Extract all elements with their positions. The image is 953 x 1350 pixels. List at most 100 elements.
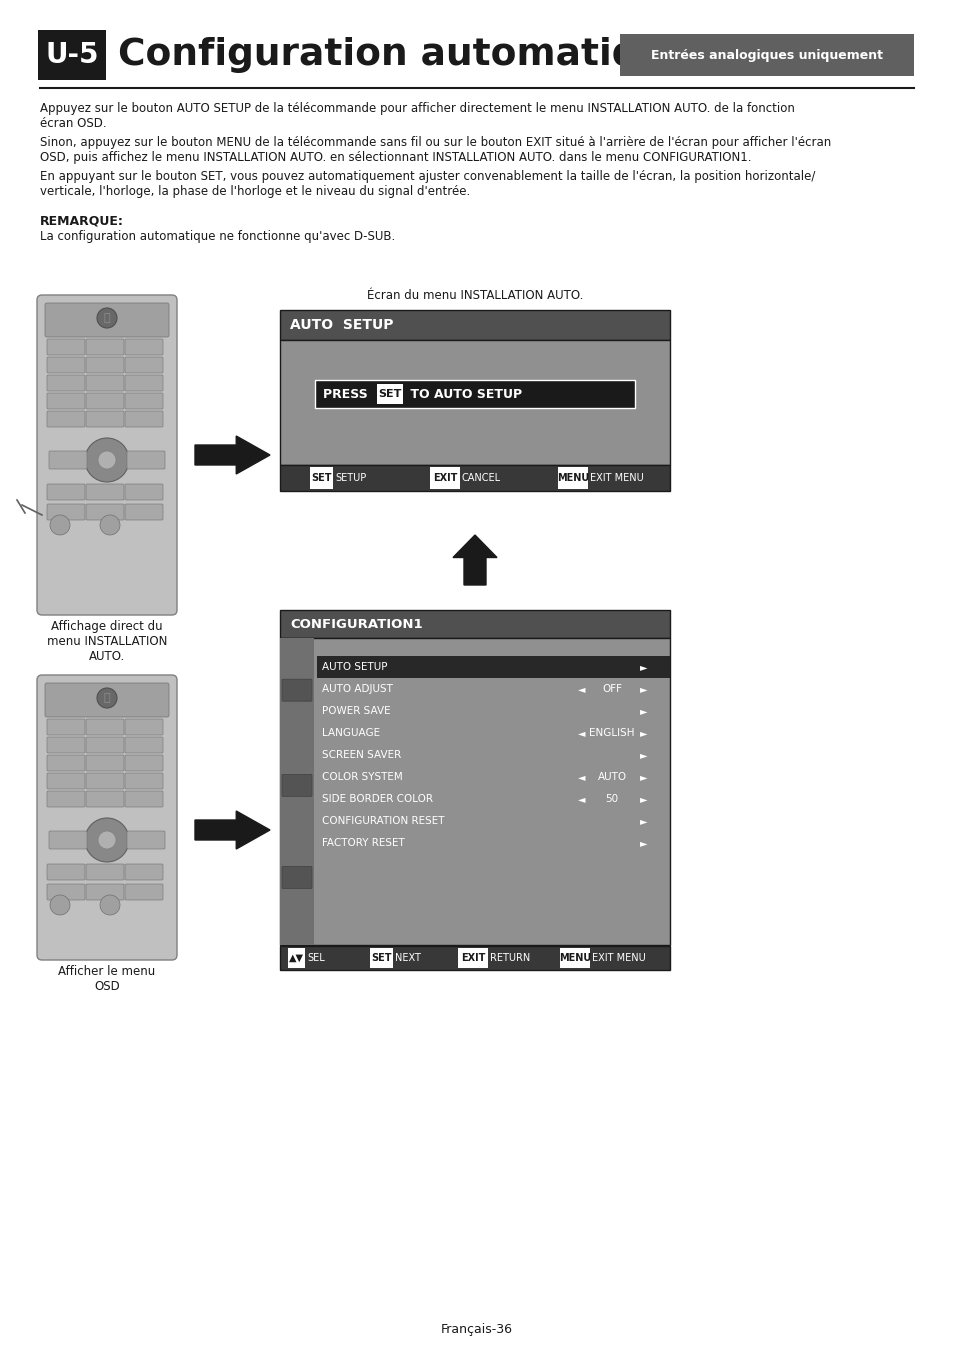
Text: Français-36: Français-36 bbox=[440, 1323, 513, 1336]
FancyBboxPatch shape bbox=[125, 485, 163, 500]
Text: SIDE BORDER COLOR: SIDE BORDER COLOR bbox=[322, 794, 433, 805]
FancyBboxPatch shape bbox=[127, 451, 165, 468]
FancyBboxPatch shape bbox=[125, 737, 163, 753]
Text: ⏻: ⏻ bbox=[104, 693, 111, 703]
FancyBboxPatch shape bbox=[86, 504, 124, 520]
FancyBboxPatch shape bbox=[86, 884, 124, 900]
Text: LANGUAGE: LANGUAGE bbox=[322, 728, 379, 738]
Text: EXIT: EXIT bbox=[460, 953, 485, 963]
Text: U-5: U-5 bbox=[45, 40, 99, 69]
Circle shape bbox=[97, 688, 117, 707]
FancyBboxPatch shape bbox=[47, 791, 85, 807]
Text: EXIT: EXIT bbox=[433, 472, 456, 483]
FancyBboxPatch shape bbox=[288, 948, 305, 968]
FancyBboxPatch shape bbox=[45, 683, 169, 717]
FancyBboxPatch shape bbox=[316, 656, 669, 678]
Text: ◄: ◄ bbox=[578, 728, 585, 738]
FancyBboxPatch shape bbox=[47, 774, 85, 788]
FancyBboxPatch shape bbox=[47, 864, 85, 880]
FancyBboxPatch shape bbox=[38, 30, 106, 80]
Text: REMARQUE:: REMARQUE: bbox=[40, 215, 124, 227]
FancyBboxPatch shape bbox=[47, 504, 85, 520]
Text: CANCEL: CANCEL bbox=[461, 472, 500, 483]
FancyBboxPatch shape bbox=[86, 375, 124, 391]
FancyBboxPatch shape bbox=[86, 737, 124, 753]
FancyBboxPatch shape bbox=[47, 339, 85, 355]
Text: ►: ► bbox=[639, 772, 647, 782]
Text: AUTO SETUP: AUTO SETUP bbox=[322, 662, 387, 672]
FancyBboxPatch shape bbox=[280, 340, 669, 464]
FancyBboxPatch shape bbox=[282, 775, 312, 796]
FancyBboxPatch shape bbox=[86, 791, 124, 807]
Text: Afficher le menu
OSD: Afficher le menu OSD bbox=[58, 965, 155, 994]
FancyBboxPatch shape bbox=[37, 675, 177, 960]
FancyBboxPatch shape bbox=[314, 379, 635, 408]
Text: SET: SET bbox=[312, 472, 332, 483]
FancyBboxPatch shape bbox=[86, 356, 124, 373]
FancyBboxPatch shape bbox=[280, 610, 669, 639]
FancyBboxPatch shape bbox=[125, 755, 163, 771]
FancyBboxPatch shape bbox=[47, 356, 85, 373]
Text: ►: ► bbox=[639, 706, 647, 716]
FancyBboxPatch shape bbox=[280, 639, 669, 945]
FancyBboxPatch shape bbox=[280, 639, 314, 945]
FancyBboxPatch shape bbox=[86, 774, 124, 788]
Text: POWER SAVE: POWER SAVE bbox=[322, 706, 390, 716]
FancyBboxPatch shape bbox=[47, 393, 85, 409]
Text: SETUP: SETUP bbox=[335, 472, 366, 483]
Circle shape bbox=[50, 514, 70, 535]
Polygon shape bbox=[194, 811, 270, 849]
Circle shape bbox=[100, 514, 120, 535]
Text: COLOR SYSTEM: COLOR SYSTEM bbox=[322, 772, 402, 782]
FancyBboxPatch shape bbox=[430, 467, 459, 489]
FancyBboxPatch shape bbox=[558, 467, 587, 489]
FancyBboxPatch shape bbox=[47, 410, 85, 427]
Text: ENGLISH: ENGLISH bbox=[589, 728, 634, 738]
Text: Configuration automatique: Configuration automatique bbox=[118, 36, 690, 73]
Polygon shape bbox=[194, 436, 270, 474]
FancyBboxPatch shape bbox=[125, 774, 163, 788]
FancyBboxPatch shape bbox=[125, 339, 163, 355]
FancyBboxPatch shape bbox=[86, 720, 124, 734]
Text: PRESS: PRESS bbox=[323, 387, 372, 401]
Text: La configuration automatique ne fonctionne qu'avec D-SUB.: La configuration automatique ne fonction… bbox=[40, 230, 395, 243]
FancyBboxPatch shape bbox=[45, 302, 169, 338]
Text: ►: ► bbox=[639, 838, 647, 848]
Text: ►: ► bbox=[639, 728, 647, 738]
Text: Appuyez sur le bouton AUTO SETUP de la télécommande pour afficher directement le: Appuyez sur le bouton AUTO SETUP de la t… bbox=[40, 103, 794, 130]
Text: SET: SET bbox=[371, 953, 392, 963]
Text: En appuyant sur le bouton SET, vous pouvez automatiquement ajuster convenablemen: En appuyant sur le bouton SET, vous pouv… bbox=[40, 170, 815, 198]
FancyBboxPatch shape bbox=[457, 948, 488, 968]
FancyBboxPatch shape bbox=[125, 504, 163, 520]
FancyBboxPatch shape bbox=[280, 310, 669, 340]
FancyBboxPatch shape bbox=[282, 867, 312, 888]
Text: CONFIGURATION RESET: CONFIGURATION RESET bbox=[322, 815, 444, 826]
Polygon shape bbox=[453, 535, 497, 585]
FancyBboxPatch shape bbox=[86, 339, 124, 355]
FancyBboxPatch shape bbox=[370, 948, 393, 968]
FancyBboxPatch shape bbox=[86, 485, 124, 500]
FancyBboxPatch shape bbox=[310, 467, 334, 489]
Text: MENU: MENU bbox=[557, 472, 589, 483]
FancyBboxPatch shape bbox=[86, 410, 124, 427]
Circle shape bbox=[85, 818, 129, 863]
Text: AUTO  SETUP: AUTO SETUP bbox=[290, 319, 393, 332]
FancyBboxPatch shape bbox=[47, 737, 85, 753]
Text: ►: ► bbox=[639, 794, 647, 805]
FancyBboxPatch shape bbox=[376, 383, 402, 404]
Text: ⏻: ⏻ bbox=[104, 313, 111, 323]
Text: 50: 50 bbox=[605, 794, 618, 805]
Circle shape bbox=[98, 451, 116, 468]
Text: ►: ► bbox=[639, 751, 647, 760]
Text: ◄: ◄ bbox=[578, 794, 585, 805]
FancyBboxPatch shape bbox=[47, 485, 85, 500]
FancyBboxPatch shape bbox=[47, 884, 85, 900]
FancyBboxPatch shape bbox=[125, 884, 163, 900]
FancyBboxPatch shape bbox=[86, 864, 124, 880]
FancyBboxPatch shape bbox=[282, 679, 312, 701]
Text: RETURN: RETURN bbox=[490, 953, 530, 963]
Text: NEXT: NEXT bbox=[395, 953, 421, 963]
Text: ◄: ◄ bbox=[578, 684, 585, 694]
FancyBboxPatch shape bbox=[127, 832, 165, 849]
FancyBboxPatch shape bbox=[125, 356, 163, 373]
